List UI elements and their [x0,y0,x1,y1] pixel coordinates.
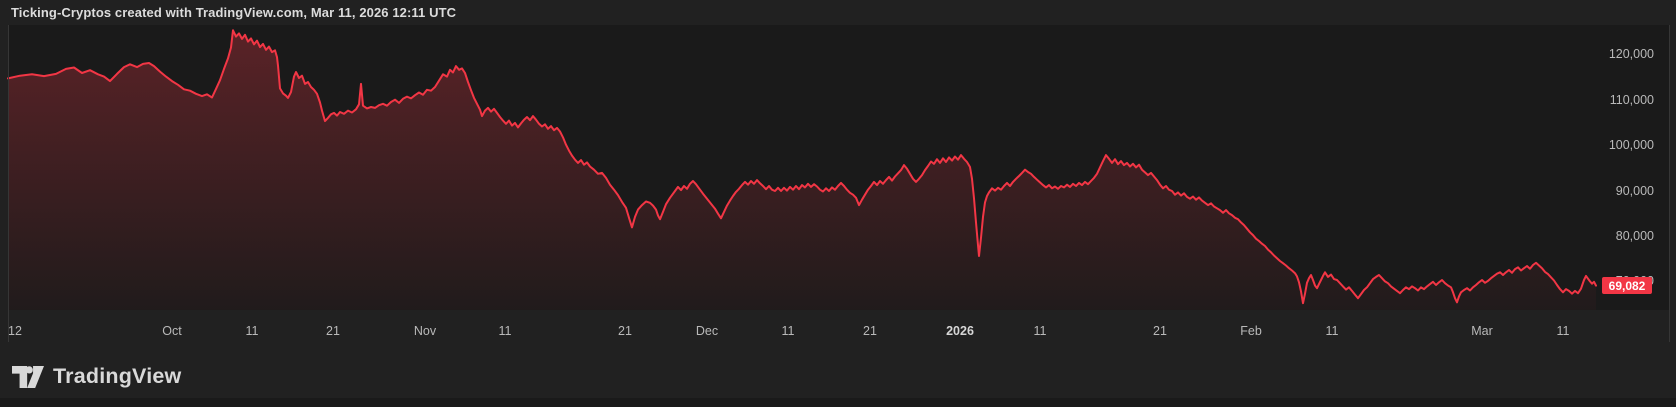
time-axis-label: Mar [1471,324,1493,338]
time-axis-label: 11 [1325,324,1339,338]
time-axis-label: Dec [695,324,719,338]
price-axis-label: 90,000 [1615,183,1654,198]
time-axis-label: 21 [863,324,877,338]
time-axis-label: 11 [1033,324,1047,338]
time-axis-label: 11 [498,324,512,338]
tradingview-logo[interactable]: TradingView [12,364,181,389]
price-axis-label: 100,000 [1608,138,1654,153]
time-axis-label: 11 [781,324,795,338]
price-axis-label: 80,000 [1615,228,1654,243]
price-line-path [7,29,1597,305]
time-axis-label: 11 [1556,324,1570,338]
time-axis-label: Nov [413,324,437,338]
time-axis[interactable]: 12 Oct 11 21 Nov 11 21 Dec 11 21 2026 11 21 Feb 11 Mar 1… [0,310,1676,342]
time-axis-label: 12 [8,324,22,338]
plot-left-border [8,25,9,342]
time-axis-label: Feb [1240,324,1262,338]
tradingview-logo-icon [12,365,44,388]
time-axis-label: 21 [618,324,632,338]
time-axis-label: 11 [245,324,259,338]
time-axis-label: 21 [1153,324,1167,338]
time-axis-label: 2026 [946,324,974,338]
time-axis-label: 21 [326,324,340,338]
bottom-strip [0,398,1676,407]
price-area-fill [8,30,1596,311]
chart-title: Ticking-Cryptos created with TradingView… [11,5,457,20]
price-axis-label: 110,000 [1609,92,1654,107]
time-axis-label: Oct [162,324,182,338]
tradingview-logo-text: TradingView [53,364,182,388]
last-price-badge: 69,082 [1602,277,1652,295]
price-axis-label: 120,000 [1608,47,1654,62]
plot-right-border [1669,25,1670,342]
